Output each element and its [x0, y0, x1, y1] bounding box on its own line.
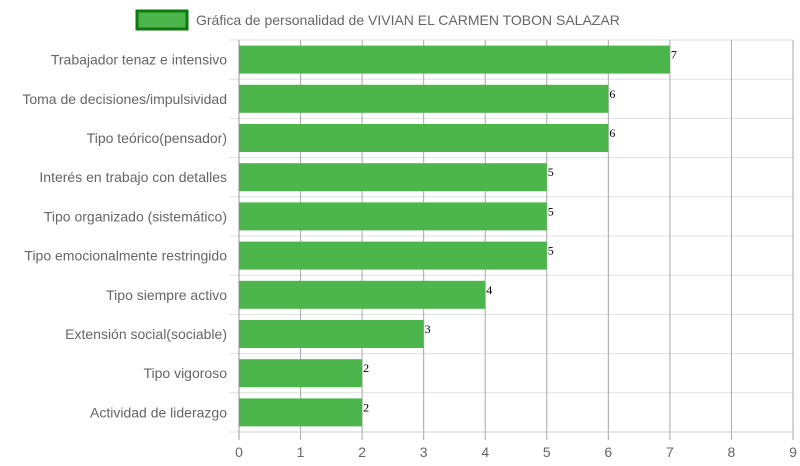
category-label: Actividad de liderazgo [90, 404, 227, 420]
bar [239, 359, 363, 388]
data-label: 5 [548, 204, 554, 218]
x-tick-label: 1 [297, 444, 305, 460]
bar [239, 398, 363, 427]
bar [239, 163, 547, 192]
bar [239, 84, 609, 113]
data-label: 6 [609, 87, 615, 101]
data-labels: 7 6 6 5 5 5 4 3 2 2 [363, 48, 677, 415]
data-label: 4 [486, 283, 492, 297]
data-label: 7 [671, 48, 677, 62]
data-label: 6 [609, 126, 615, 140]
bars [239, 45, 670, 427]
category-label: Tipo vigoroso [143, 365, 227, 381]
data-label: 2 [363, 400, 369, 414]
bar [239, 320, 424, 348]
category-labels: Trabajador tenaz e intensivo Toma de deci… [22, 52, 227, 421]
bar [239, 202, 547, 231]
bar [239, 241, 547, 270]
x-tick-label: 8 [728, 444, 736, 460]
category-label: Extensión social(sociable) [65, 326, 227, 342]
category-label: Toma de decisiones/impulsividad [22, 91, 227, 107]
category-label: Trabajador tenaz e intensivo [51, 52, 227, 68]
x-tick-label: 3 [420, 444, 428, 460]
category-label: Tipo organizado (sistemático) [44, 208, 227, 224]
x-tick-label: 6 [604, 444, 612, 460]
legend: Gráfica de personalidad de VIVIAN EL CAR… [135, 9, 620, 31]
legend-label: Gráfica de personalidad de VIVIAN EL CAR… [196, 12, 620, 28]
legend-swatch [135, 9, 189, 31]
x-axis-ticks: 0 1 2 3 4 5 6 7 8 9 [235, 444, 797, 460]
category-label: Tipo emocionalmente restringido [24, 248, 227, 264]
x-tick-label: 5 [543, 444, 551, 460]
data-label: 2 [363, 361, 369, 375]
category-label: Interés en trabajo con detalles [39, 169, 227, 185]
x-tick-label: 0 [235, 444, 243, 460]
x-tick-label: 2 [358, 444, 366, 460]
x-tick-label: 4 [481, 444, 489, 460]
x-tick-label: 9 [789, 444, 797, 460]
x-tick-label: 7 [666, 444, 674, 460]
bar [239, 124, 609, 152]
data-label: 5 [548, 165, 554, 179]
bar [239, 45, 670, 74]
category-label: Tipo siempre activo [106, 287, 227, 303]
category-label: Tipo teórico(pensador) [87, 130, 227, 146]
data-label: 3 [425, 322, 431, 336]
data-label: 5 [548, 244, 554, 258]
bar [239, 280, 486, 309]
